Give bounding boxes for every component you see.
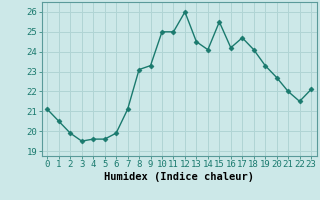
X-axis label: Humidex (Indice chaleur): Humidex (Indice chaleur) <box>104 172 254 182</box>
